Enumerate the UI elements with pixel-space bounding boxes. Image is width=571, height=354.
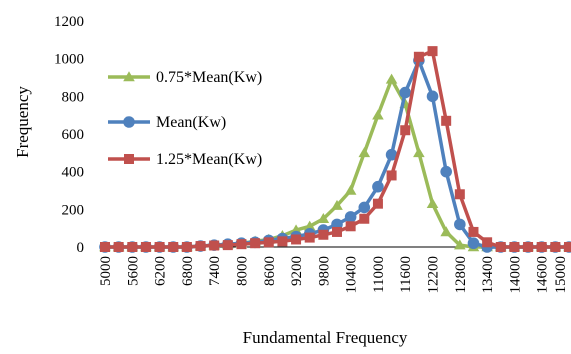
legend-label: 1.25*Mean(Kw) [156, 151, 262, 168]
series-layer [99, 46, 571, 253]
y-tick-label: 1000 [54, 52, 84, 68]
data-point [154, 242, 165, 252]
data-point [345, 221, 356, 232]
data-point [426, 197, 439, 208]
x-tick-label: 9200 [289, 256, 305, 286]
x-tick-label: 6200 [153, 256, 169, 286]
legend-item: Mean(Kw) [108, 114, 226, 131]
data-point [277, 236, 288, 247]
data-point [509, 242, 520, 252]
x-tick-label: 11600 [398, 256, 414, 293]
x-tick-label: 5600 [125, 256, 141, 286]
data-point [400, 125, 411, 136]
x-tick-label: 12800 [453, 256, 469, 294]
data-point [495, 242, 506, 252]
data-point [454, 239, 466, 250]
data-point [399, 86, 412, 99]
x-tick-label: 5000 [98, 256, 114, 286]
legend-marker [123, 116, 135, 128]
data-point [100, 242, 110, 252]
data-point [454, 189, 465, 200]
x-tick-label: 6800 [180, 256, 196, 286]
data-point [482, 237, 493, 248]
y-axis-title: Frequency [13, 86, 32, 158]
data-point [468, 226, 479, 237]
data-point [140, 242, 151, 252]
data-point [372, 180, 384, 193]
data-point [209, 240, 220, 251]
data-point [385, 148, 398, 161]
data-point [467, 237, 480, 250]
legend-label: Mean(Kw) [156, 114, 226, 131]
y-tick-label: 800 [62, 89, 85, 105]
data-point [413, 147, 425, 158]
x-tick-label: 9800 [316, 256, 332, 286]
data-point [440, 165, 452, 178]
x-tick-label: 15000 [553, 256, 569, 294]
data-point [386, 170, 397, 181]
y-axis-ticks: 0 200 400 600 800 1000 1200 [54, 14, 84, 256]
y-tick-label: 400 [62, 165, 85, 181]
x-tick-label: 7400 [207, 256, 223, 286]
legend-marker [124, 154, 134, 164]
data-point [331, 199, 343, 210]
x-tick-label: 8600 [262, 256, 278, 286]
data-point [181, 242, 192, 252]
data-point [304, 232, 315, 243]
data-point [523, 242, 534, 252]
data-point [426, 90, 439, 103]
data-point [454, 218, 466, 231]
data-point [127, 242, 138, 252]
data-point [113, 242, 124, 252]
x-tick-label: 14600 [535, 256, 551, 294]
data-point [372, 198, 383, 209]
y-tick-label: 200 [62, 202, 85, 218]
series-2 [100, 46, 571, 252]
legend: 0.75*Mean(Kw) Mean(Kw) 1.25*Mean(Kw) [108, 69, 262, 168]
data-point [358, 147, 371, 158]
x-tick-label: 11000 [371, 256, 387, 293]
data-point [359, 213, 370, 224]
x-tick-label: 10400 [344, 256, 360, 294]
data-point [250, 238, 261, 249]
y-tick-label: 600 [62, 127, 85, 143]
legend-item: 1.25*Mean(Kw) [108, 151, 262, 168]
data-point [236, 239, 247, 250]
data-point [332, 226, 342, 237]
data-point [427, 46, 438, 57]
data-point [318, 229, 329, 240]
data-point [303, 220, 316, 231]
data-point [413, 51, 424, 62]
x-tick-label: 8000 [234, 256, 250, 286]
data-point [195, 241, 206, 252]
legend-item: 0.75*Mean(Kw) [108, 69, 262, 86]
x-tick-label: 14000 [507, 256, 523, 294]
data-point [372, 109, 384, 120]
data-point [440, 226, 452, 237]
data-point [358, 201, 371, 214]
data-point [168, 242, 179, 252]
x-tick-label: 13400 [480, 256, 496, 294]
data-point [441, 115, 452, 126]
y-tick-label: 1200 [54, 14, 84, 30]
data-point [550, 242, 561, 252]
data-point [222, 240, 233, 251]
data-point [536, 242, 547, 252]
data-point [344, 184, 357, 195]
x-axis-title: Fundamental Frequency [243, 328, 408, 347]
data-point [564, 242, 571, 252]
data-point [291, 234, 302, 245]
legend-marker [123, 71, 135, 82]
y-tick-label: 0 [77, 240, 85, 256]
x-tick-label: 12200 [426, 256, 442, 294]
legend-label: 0.75*Mean(Kw) [156, 69, 262, 86]
data-point [317, 213, 330, 224]
data-point [344, 211, 357, 223]
data-point [263, 237, 274, 248]
data-point [385, 73, 398, 84]
x-axis-ticks: 5000 5600 6200 6800 7400 8000 8600 9200 9800 1040… [98, 256, 569, 294]
